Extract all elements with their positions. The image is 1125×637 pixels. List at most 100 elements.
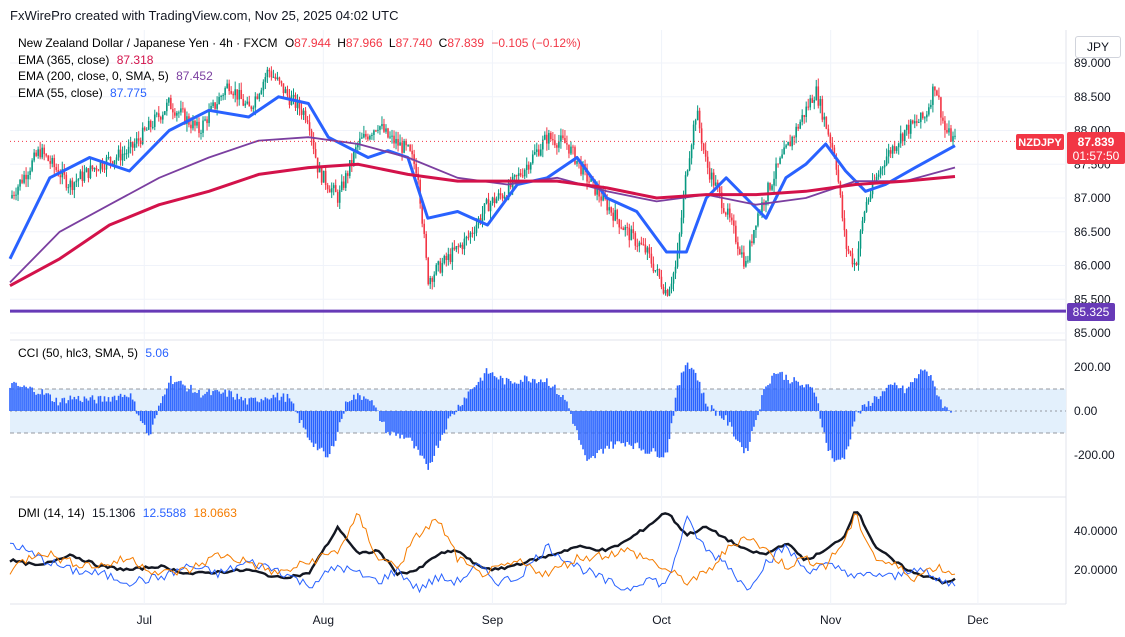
candle — [459, 242, 462, 248]
candle — [739, 246, 741, 255]
candle — [389, 131, 391, 140]
candle — [87, 168, 90, 183]
candle — [423, 219, 425, 239]
candle — [944, 116, 946, 138]
candle — [483, 203, 486, 221]
candle — [99, 161, 102, 174]
candle — [622, 226, 625, 231]
plus-di-value: 12.5588 — [143, 506, 187, 520]
time-tick-label: Aug — [313, 613, 334, 627]
candle — [751, 234, 753, 247]
candle — [787, 141, 789, 146]
candle — [664, 282, 667, 296]
currency-selector-button[interactable]: JPY — [1075, 36, 1121, 58]
candle — [895, 145, 898, 154]
candle — [632, 221, 635, 240]
candle — [652, 256, 655, 274]
candle — [630, 225, 633, 241]
candle — [170, 94, 172, 110]
candle — [435, 263, 438, 276]
candle — [612, 207, 614, 228]
candle — [371, 132, 373, 140]
candle — [942, 111, 944, 124]
candle — [704, 142, 707, 162]
candle — [763, 199, 765, 211]
candle — [39, 141, 41, 160]
candle — [909, 119, 912, 139]
candle — [737, 236, 739, 256]
candle — [49, 155, 52, 170]
candle — [799, 119, 801, 130]
svg-text:NZDJPY: NZDJPY — [1018, 137, 1062, 149]
candle — [19, 179, 21, 191]
candle — [646, 245, 649, 261]
candle — [387, 127, 389, 139]
candle — [946, 123, 948, 134]
candle — [15, 187, 17, 201]
candle — [248, 95, 251, 107]
change-value: −0.105 (−0.12%) — [491, 36, 580, 50]
candle — [757, 210, 759, 228]
candle — [823, 112, 826, 127]
candle — [226, 79, 228, 89]
candle — [893, 140, 896, 154]
ema55-value: 87.775 — [110, 86, 147, 100]
candle — [674, 260, 677, 280]
candle — [648, 244, 651, 259]
candle — [43, 144, 45, 161]
candle — [85, 166, 88, 173]
candle — [731, 213, 733, 225]
candle — [745, 256, 747, 268]
candle — [260, 87, 263, 95]
candle — [952, 131, 954, 147]
cci-tick-label: -200.00 — [1074, 448, 1115, 462]
candle — [928, 103, 930, 117]
adx-line — [9, 511, 956, 585]
candle — [145, 127, 148, 131]
candle — [491, 196, 494, 206]
candle — [519, 168, 522, 178]
candle — [922, 111, 924, 120]
candle — [769, 182, 771, 192]
candle — [381, 116, 383, 130]
candle — [726, 203, 729, 220]
candle — [610, 206, 612, 217]
candle — [714, 175, 717, 187]
candle — [722, 202, 725, 214]
candle — [196, 116, 198, 129]
candle — [905, 124, 908, 136]
price-tick-label: 87.000 — [1074, 191, 1111, 205]
cci-value: 5.06 — [145, 346, 169, 360]
candle — [332, 182, 335, 196]
price-tick-label: 89.000 — [1074, 56, 1111, 70]
candle — [224, 86, 226, 100]
candle — [837, 164, 840, 184]
candle — [278, 76, 281, 85]
candle — [97, 169, 100, 172]
candle — [83, 165, 86, 183]
candle — [614, 203, 617, 222]
candle — [851, 248, 854, 268]
candle — [733, 214, 735, 234]
candle — [568, 144, 570, 159]
candle — [180, 100, 182, 116]
candle — [521, 168, 524, 179]
candle — [570, 141, 572, 156]
candle — [377, 125, 379, 134]
minus-di-value: 18.0663 — [194, 506, 238, 520]
candle — [497, 189, 500, 201]
candle — [69, 178, 72, 195]
candle — [527, 161, 530, 174]
candle — [650, 246, 653, 268]
candle — [176, 110, 178, 122]
candle — [576, 160, 578, 167]
candle — [533, 144, 536, 156]
candle — [839, 180, 842, 198]
candle — [359, 131, 361, 151]
candle — [51, 155, 54, 168]
candle — [624, 224, 627, 237]
candle — [815, 79, 818, 101]
candle — [913, 114, 916, 129]
candle — [89, 158, 92, 180]
